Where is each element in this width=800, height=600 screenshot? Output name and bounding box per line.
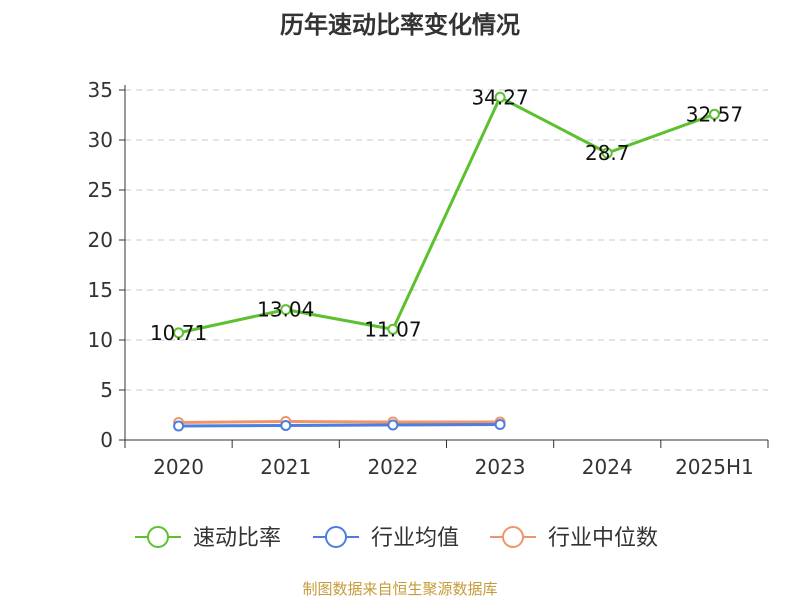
data-point bbox=[494, 419, 506, 430]
legend-marker bbox=[325, 526, 347, 548]
data-point bbox=[173, 327, 185, 339]
y-tick-label: 35 bbox=[88, 78, 113, 102]
y-tick-label: 5 bbox=[100, 378, 113, 402]
data-label: 34.27 bbox=[471, 85, 528, 109]
chart-title: 历年速动比率变化情况 bbox=[280, 11, 520, 39]
grid-lines bbox=[125, 89, 768, 391]
data-label: 11.07 bbox=[364, 317, 421, 341]
data-point bbox=[387, 419, 399, 431]
y-tick-label: 15 bbox=[88, 278, 113, 302]
series-line-0 bbox=[178, 95, 715, 335]
series-line-1 bbox=[178, 423, 501, 428]
axes bbox=[124, 85, 768, 441]
source-note: 制图数据来自恒生聚源数据库 bbox=[302, 580, 497, 598]
series-layer bbox=[173, 91, 720, 432]
data-point bbox=[601, 147, 613, 159]
legend-marker bbox=[147, 526, 169, 548]
data-point bbox=[280, 304, 292, 316]
y-tick-label: 20 bbox=[88, 228, 113, 252]
legend-item: 行业中位数 bbox=[490, 526, 658, 551]
legend-label: 行业均值 bbox=[371, 526, 459, 551]
data-label: 28.7 bbox=[585, 141, 630, 165]
x-tick-label: 2020 bbox=[153, 455, 204, 479]
series-line-2 bbox=[178, 420, 501, 424]
legend-marker bbox=[502, 526, 524, 548]
data-point bbox=[387, 323, 399, 335]
data-label: 32.57 bbox=[686, 102, 743, 126]
x-tick-label: 2024 bbox=[582, 455, 633, 479]
x-axis-ticks: 2020 2021 2022 2023 2024 2025H1 bbox=[124, 440, 769, 479]
data-point bbox=[708, 108, 720, 120]
data-point bbox=[280, 420, 292, 431]
legend: 速动比率 行业均值 行业中位数 bbox=[135, 526, 658, 551]
data-point bbox=[173, 420, 185, 432]
x-tick-label: 2022 bbox=[367, 455, 418, 479]
x-tick-label: 2023 bbox=[475, 455, 526, 479]
data-point bbox=[494, 91, 506, 103]
legend-label: 行业中位数 bbox=[548, 526, 658, 551]
legend-label: 速动比率 bbox=[193, 526, 281, 551]
y-axis-ticks: 0 5 10 15 20 25 30 35 bbox=[88, 78, 125, 452]
y-tick-label: 25 bbox=[88, 178, 113, 202]
legend-item: 速动比率 bbox=[135, 526, 281, 551]
data-label: 13.04 bbox=[257, 298, 314, 322]
y-tick-label: 30 bbox=[88, 128, 113, 152]
x-tick-label: 2021 bbox=[260, 455, 311, 479]
legend-item: 行业均值 bbox=[313, 526, 459, 551]
x-tick-label: 2025H1 bbox=[675, 455, 754, 479]
data-label: 10.71 bbox=[150, 321, 207, 345]
y-tick-label: 0 bbox=[100, 428, 113, 452]
data-labels: 10.71 13.04 11.07 34.27 28.7 32.57 bbox=[150, 85, 743, 345]
y-tick-label: 10 bbox=[88, 328, 113, 352]
